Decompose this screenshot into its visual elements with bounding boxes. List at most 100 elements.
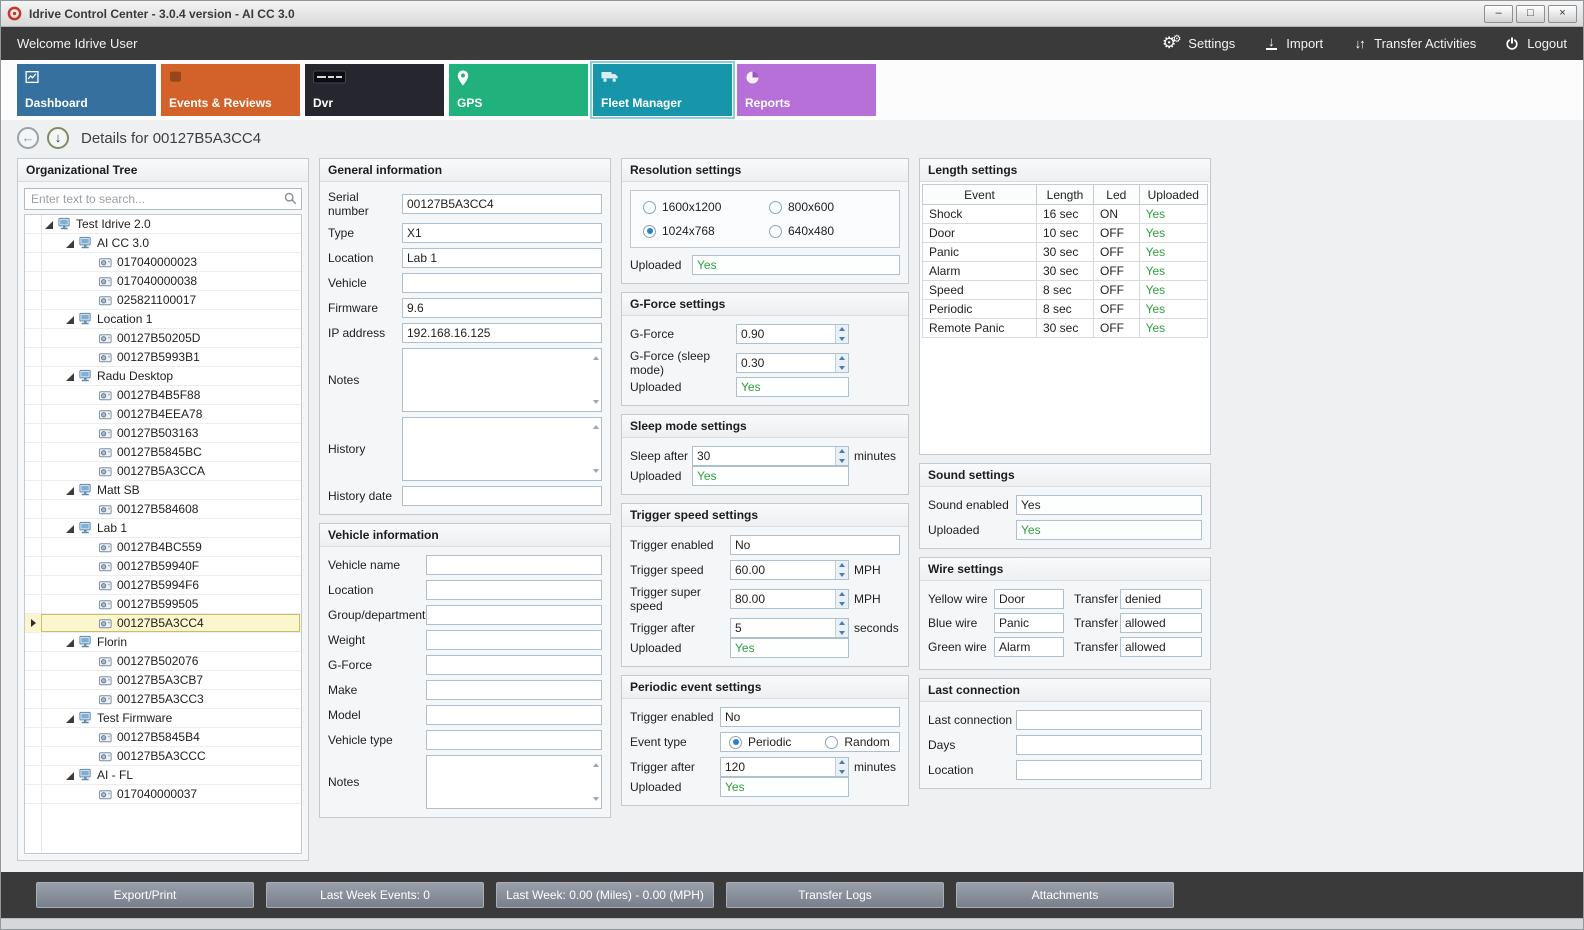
scroll-down-icon[interactable] (593, 400, 599, 407)
toolbar-transfer-activities[interactable]: ↓↑ Transfer Activities (1351, 36, 1477, 52)
toolbar-import[interactable]: ↓ Import (1263, 35, 1323, 52)
group-department-field[interactable] (426, 605, 602, 625)
expander-icon[interactable] (66, 715, 74, 723)
model-field[interactable] (426, 705, 602, 725)
attachments-button[interactable]: Attachments (956, 882, 1174, 908)
tree-node[interactable]: 00127B5845BC (25, 443, 301, 462)
history-field[interactable] (402, 417, 602, 481)
table-row[interactable]: Alarm 30 sec OFF Yes (922, 261, 1209, 281)
tab-dvr[interactable]: Dvr (305, 64, 444, 116)
tab-dashboard[interactable]: Dashboard (17, 64, 156, 116)
table-row[interactable]: Remote Panic 30 sec OFF Yes (922, 318, 1209, 338)
tab-fleet-manager[interactable]: Fleet Manager (590, 61, 735, 119)
tree-node[interactable]: 00127B4BC559 (25, 538, 301, 557)
make-field[interactable] (426, 680, 602, 700)
yellow-wire-transfer-field[interactable] (1120, 589, 1202, 609)
expander-icon[interactable] (66, 639, 74, 647)
vehicle-type-field[interactable] (426, 730, 602, 750)
scroll-down-button[interactable]: ↓ (47, 127, 69, 149)
periodic-trigger-enabled-field[interactable] (720, 707, 900, 727)
tree-node[interactable]: 00127B5994F6 (25, 576, 301, 595)
notes-field[interactable] (402, 348, 602, 412)
yellow-wire-field[interactable] (994, 589, 1064, 609)
table-row[interactable]: Periodic 8 sec OFF Yes (922, 299, 1209, 319)
tree-node[interactable]: Florin (25, 633, 301, 652)
spinner-up-down-icon[interactable] (835, 447, 848, 465)
vehicle-field[interactable] (402, 273, 602, 293)
vehicle-name-field[interactable] (426, 555, 602, 575)
scroll-down-icon[interactable] (593, 797, 599, 804)
trigger-speed-field[interactable] (730, 560, 849, 580)
scroll-up-icon[interactable] (593, 422, 599, 429)
tree-node[interactable]: 00127B50205D (25, 329, 301, 348)
expander-icon[interactable] (66, 487, 74, 495)
close-button[interactable]: × (1548, 4, 1577, 23)
spinner-up-down-icon[interactable] (835, 561, 848, 579)
location-field[interactable] (426, 580, 602, 600)
g-force-sleep-mode-field[interactable] (736, 353, 849, 373)
tree-node[interactable]: 00127B5A3CC3 (25, 690, 301, 709)
tree-node[interactable]: 00127B5845B4 (25, 728, 301, 747)
toolbar-settings[interactable]: ⚙ ⚙ Settings (1162, 35, 1235, 52)
toolbar-logout[interactable]: Logout (1504, 36, 1567, 52)
last-week-summary-button[interactable]: Last Week: 0.00 (Miles) - 0.00 (MPH) (496, 882, 714, 908)
history-date-field[interactable] (402, 486, 602, 506)
location-field[interactable] (402, 248, 602, 268)
spinner-up-down-icon[interactable] (835, 590, 848, 608)
tree-node[interactable]: Test Idrive 2.0 (25, 215, 301, 234)
tree-node[interactable]: Test Firmware (25, 709, 301, 728)
transfer-logs-button[interactable]: Transfer Logs (726, 882, 944, 908)
spinner-up-down-icon[interactable] (835, 619, 848, 637)
firmware-field[interactable] (402, 298, 602, 318)
tree-node[interactable]: 00127B4EEA78 (25, 405, 301, 424)
ip-address-field[interactable] (402, 323, 602, 343)
search-input[interactable] (24, 188, 302, 210)
g-force-field[interactable] (736, 324, 849, 344)
spinner-up-down-icon[interactable] (835, 325, 848, 343)
tree-node[interactable]: 00127B5A3CCC (25, 747, 301, 766)
location-field[interactable] (1016, 760, 1202, 780)
trigger-enabled-field[interactable] (730, 535, 900, 555)
expander-icon[interactable] (66, 373, 74, 381)
tree-node[interactable]: Location 1 (25, 310, 301, 329)
table-row[interactable]: Speed 8 sec OFF Yes (922, 280, 1209, 300)
days-field[interactable] (1016, 735, 1202, 755)
tree-node[interactable]: 025821100017 (25, 291, 301, 310)
scroll-up-icon[interactable] (593, 353, 599, 360)
trigger-super-speed-field[interactable] (730, 589, 849, 609)
last-connection-field[interactable] (1016, 710, 1202, 730)
tree-node[interactable]: Matt SB (25, 481, 301, 500)
table-row[interactable]: Door 10 sec OFF Yes (922, 223, 1209, 243)
weight-field[interactable] (426, 630, 602, 650)
tree-node[interactable]: 017040000037 (25, 785, 301, 804)
tree-node[interactable]: Radu Desktop (25, 367, 301, 386)
event-type-option-random[interactable]: Random (825, 735, 890, 749)
tab-reports[interactable]: Reports (737, 64, 876, 116)
serial-number-field[interactable] (402, 194, 602, 214)
resolution-option-800x600[interactable]: 800x600 (769, 200, 887, 214)
tree-node[interactable]: 00127B4B5F88 (25, 386, 301, 405)
green-wire-field[interactable] (994, 637, 1064, 657)
scroll-down-icon[interactable] (593, 469, 599, 476)
spinner-up-down-icon[interactable] (835, 354, 848, 372)
tree-node[interactable]: 00127B5A3CC4 (25, 614, 301, 633)
event-type-option-periodic[interactable]: Periodic (729, 735, 791, 749)
maximize-button[interactable]: □ (1516, 4, 1545, 23)
tree-node[interactable]: 00127B599505 (25, 595, 301, 614)
green-wire-transfer-field[interactable] (1120, 637, 1202, 657)
back-button[interactable]: ← (17, 127, 39, 149)
blue-wire-transfer-field[interactable] (1120, 613, 1202, 633)
tree-node[interactable]: 00127B5993B1 (25, 348, 301, 367)
expander-icon[interactable] (66, 240, 74, 248)
resolution-option-1024x768[interactable]: 1024x768 (643, 224, 761, 238)
tree-node[interactable]: 00127B584608 (25, 500, 301, 519)
trigger-after-field[interactable] (730, 618, 849, 638)
resolution-option-1600x1200[interactable]: 1600x1200 (643, 200, 761, 214)
spinner-up-down-icon[interactable] (835, 758, 848, 776)
last-week-events-button[interactable]: Last Week Events: 0 (266, 882, 484, 908)
tab-events-reviews[interactable]: Events & Reviews (161, 64, 300, 116)
tree-node[interactable]: 017040000038 (25, 272, 301, 291)
notes-field[interactable] (426, 755, 602, 809)
tree-node[interactable]: Lab 1 (25, 519, 301, 538)
expander-icon[interactable] (45, 221, 53, 229)
